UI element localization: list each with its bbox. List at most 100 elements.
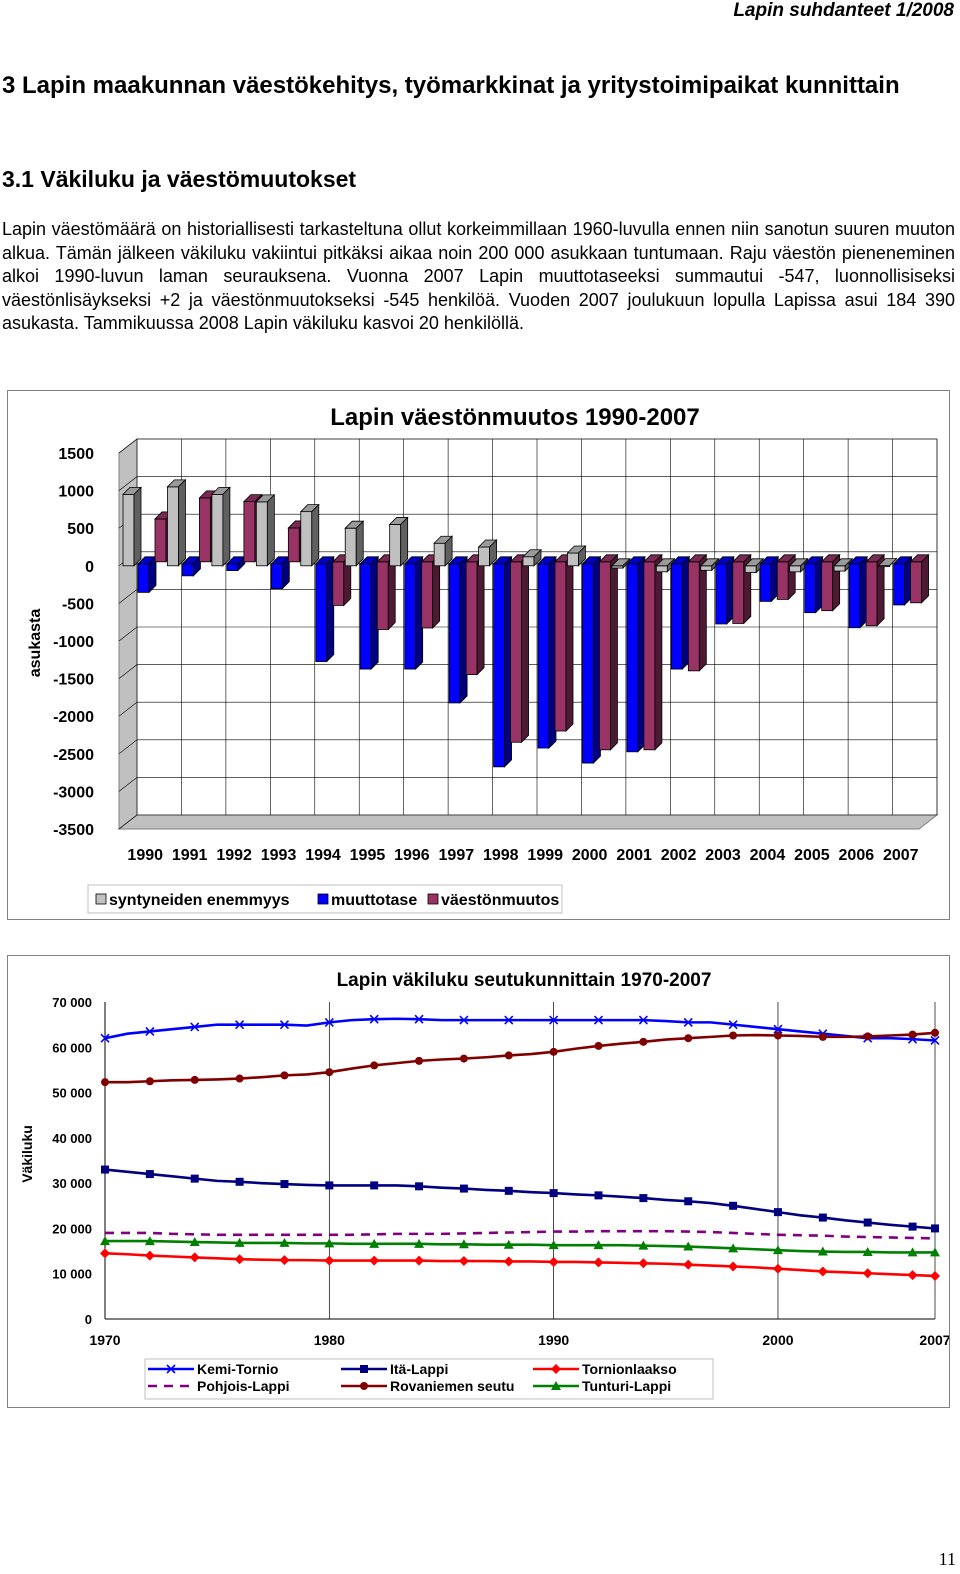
bar-total-1997 (465, 553, 486, 676)
grid-line (118, 589, 937, 604)
x-tick-label: 2002 (661, 847, 697, 864)
x-tick-label: 2000 (572, 847, 608, 864)
legend-label: Kemi-Tornio (197, 1361, 278, 1377)
chart-title: Lapin väkiluku seutukunnittain 1970-2007 (337, 970, 712, 991)
bar-migration-2002 (670, 555, 691, 671)
bar-migration-2000 (581, 555, 602, 765)
series-rovaniemen-seutu (101, 1028, 939, 1087)
x-tick-label: 2007 (883, 847, 919, 864)
legend: Kemi-Tornio Itä-Lappi Tornionlaakso Pohjois… (144, 1358, 714, 1400)
y-axis-title: Väkiluku (19, 1125, 35, 1183)
y-tick-label: 500 (67, 521, 94, 538)
bar-migration-2004 (759, 555, 780, 603)
y-tick-label: -2500 (53, 747, 94, 764)
plot-floor (117, 814, 939, 830)
bar-migration-1997 (448, 555, 469, 704)
grid-line (118, 438, 937, 454)
series-line (104, 1017, 936, 1042)
x-tick-label: 1999 (527, 847, 563, 864)
x-tick-label: 2003 (705, 847, 741, 864)
x-tick-label: 1991 (172, 847, 208, 864)
bar-total-1995 (376, 553, 397, 631)
bar-total-2001 (642, 553, 663, 751)
y-tick-label: 0 (85, 559, 94, 576)
bar-births-1991 (166, 478, 187, 567)
x-tick-label: 1980 (314, 1332, 345, 1348)
bar-migration-1996 (403, 555, 424, 671)
legend-label: Tunturi-Lappi (582, 1378, 671, 1394)
legend-label: Itä-Lappi (390, 1361, 448, 1377)
bar-births-1999 (522, 548, 542, 567)
bar-total-1998 (509, 553, 530, 744)
bar-births-2000 (566, 545, 587, 567)
grid-line (118, 701, 937, 717)
y-tick-label: 70 000 (52, 995, 92, 1010)
legend: syntyneiden enemmyys muuttotase väestönmuu… (87, 884, 563, 914)
bar-total-2004 (776, 553, 797, 601)
series-line (105, 1229, 936, 1240)
x-tick-label: 2000 (762, 1332, 793, 1348)
series-pohjois-lappi (105, 1229, 936, 1240)
bar-births-2007 (877, 557, 898, 568)
bar-births-1994 (299, 503, 320, 567)
x-tick-label: 1970 (89, 1332, 120, 1348)
bar-total-1999 (554, 553, 574, 732)
y-tick-label: 50 000 (52, 1086, 92, 1101)
legend-label: Rovaniemen seutu (390, 1378, 514, 1394)
y-tick-label: -1000 (53, 634, 94, 651)
x-tick-label: 2001 (616, 847, 652, 864)
bar-migration-2006 (848, 555, 869, 629)
x-tick-label: 1990 (127, 847, 163, 864)
y-tick-label: 1500 (58, 446, 94, 463)
bar-total-2007 (909, 553, 930, 604)
legend-swatch (95, 893, 107, 905)
bar-migration-1990 (137, 555, 157, 594)
bar-births-1997 (433, 535, 454, 567)
y-tick-label: 0 (85, 1312, 92, 1327)
x-tick-label: 1995 (350, 847, 386, 864)
population-change-bar-chart: Lapin väestönmuutos 1990-2007 1500 1000 500… (27, 404, 939, 914)
x-tick-label: 2006 (839, 847, 875, 864)
line-chart-frame: Lapin väkiluku seutukunnittain 1970-2007… (7, 955, 951, 1408)
y-tick-label: 1000 (58, 484, 94, 501)
legend-label: Pohjois-Lappi (197, 1378, 290, 1394)
section-heading: 3.1 Väkiluku ja väestömuutokset (2, 166, 357, 192)
y-tick-label: -2000 (53, 709, 94, 726)
bar-migration-2005 (803, 555, 824, 614)
x-tick-label: 2004 (750, 847, 786, 864)
bar-total-1996 (420, 553, 441, 629)
y-tick-label: -500 (62, 596, 94, 613)
bar-births-1992 (210, 486, 231, 567)
x-tick-label: 1990 (538, 1332, 569, 1348)
bar-births-1990 (122, 486, 142, 567)
legend-swatch (317, 893, 329, 905)
chapter-heading: 3 Lapin maakunnan väestökehitys, työmark… (2, 72, 900, 99)
running-header: Lapin suhdanteet 1/2008 (733, 0, 954, 21)
bar-births-1996 (388, 516, 409, 567)
x-tick-label: 2005 (794, 847, 830, 864)
chart-title: Lapin väestönmuutos 1990-2007 (330, 404, 699, 431)
y-axis-title: asukasta (27, 609, 44, 678)
grid-line (118, 626, 937, 642)
grid-line (118, 664, 937, 679)
bar-migration-1993 (270, 555, 291, 590)
bar-migration-2007 (892, 555, 913, 606)
legend-label: väestönmuutos (441, 892, 559, 909)
bar-migration-1999 (537, 555, 557, 750)
bar-total-2002 (687, 553, 708, 672)
bar-births-1995 (344, 520, 365, 567)
bar-births-1993 (255, 493, 276, 567)
x-tick-label: 1993 (261, 847, 297, 864)
x-tick-label: 1996 (394, 847, 430, 864)
bar-total-2006 (865, 553, 886, 627)
series-line (105, 1031, 936, 1084)
x-tick-label: 1997 (439, 847, 475, 864)
grid-line (118, 777, 937, 792)
x-tick-label: 1998 (483, 847, 519, 864)
series-tunturi-lappi (100, 1236, 940, 1257)
series-line (104, 1168, 936, 1230)
series-line (104, 1252, 936, 1278)
series-line (105, 1239, 935, 1254)
bar-migration-1994 (314, 555, 335, 663)
bar-migration-1995 (359, 555, 380, 671)
